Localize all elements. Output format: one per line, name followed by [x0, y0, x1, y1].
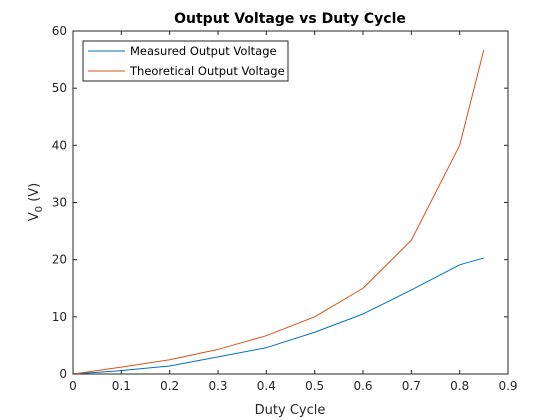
- y-tick-label: 0: [59, 367, 67, 381]
- y-axis-label-unit: (V): [27, 183, 42, 206]
- legend-label-theoretical: Theoretical Output Voltage: [129, 64, 285, 78]
- x-axis-label: Duty Cycle: [255, 403, 326, 418]
- y-tick-label: 40: [52, 138, 67, 152]
- plot-area: [72, 30, 509, 375]
- y-tick-label: 60: [52, 24, 67, 38]
- x-tick-label: 0: [69, 379, 77, 393]
- x-tick-label: 0.3: [208, 379, 227, 393]
- x-axis-ticks: 0 0.1 0.2 0.3 0.4 0.5 0.6 0.7 0.8 0.9: [69, 31, 518, 393]
- y-axis-label-subscript: 0: [34, 206, 45, 212]
- chart-title: Output Voltage vs Duty Cycle: [174, 11, 406, 27]
- y-axis-label: V0 (V): [27, 183, 45, 221]
- x-tick-label: 0.5: [305, 379, 324, 393]
- y-tick-label: 50: [52, 81, 67, 95]
- x-tick-label: 0.4: [257, 379, 276, 393]
- y-tick-label: 10: [52, 310, 67, 324]
- x-tick-label: 0.1: [112, 379, 131, 393]
- x-tick-label: 0.8: [450, 379, 469, 393]
- y-axis-ticks: 0 10 20 30 40 50 60: [52, 24, 508, 381]
- y-tick-label: 20: [52, 253, 67, 267]
- x-tick-label: 0.7: [402, 379, 421, 393]
- x-tick-label: 0.9: [498, 379, 517, 393]
- legend-label-measured: Measured Output Voltage: [130, 44, 277, 58]
- x-tick-label: 0.2: [160, 379, 179, 393]
- series-line-measured: [72, 257, 484, 375]
- legend: Measured Output Voltage Theoretical Outp…: [82, 40, 289, 82]
- y-axis-label-main: V: [27, 212, 42, 221]
- legend-box: [82, 40, 289, 82]
- x-tick-label: 0.6: [353, 379, 372, 393]
- series-layer: [72, 49, 485, 375]
- series-line-theoretical: [72, 49, 485, 375]
- y-tick-label: 30: [52, 196, 67, 210]
